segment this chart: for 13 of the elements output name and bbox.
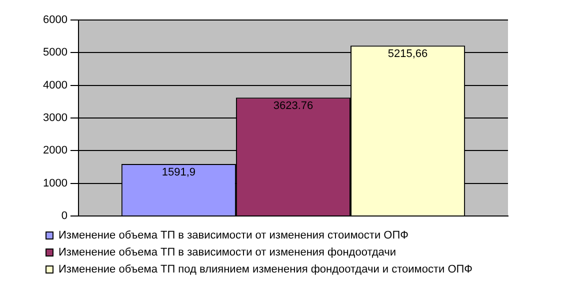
y-tick-label: 3000 [42, 112, 68, 124]
legend-label: Изменение объема ТП под влиянием изменения фондоотдачи и стоимости ОПФ [58, 264, 473, 276]
y-tick-label: 5000 [42, 46, 68, 59]
legend-label: Изменение объема ТП в зависимости от изменения стоимости ОПФ [58, 230, 408, 242]
data-label: 3623.76 [273, 100, 314, 112]
y-tick-label: 1000 [42, 177, 68, 190]
data-label: 1591,9 [162, 166, 196, 179]
y-tick-label: 6000 [42, 14, 68, 26]
y-tick-label: 2000 [42, 144, 68, 157]
y-tick-label: 4000 [42, 79, 68, 92]
data-label: 5215,66 [388, 48, 428, 60]
legend-label: Изменение объема ТП в зависимости от изменения фондоотдачи [58, 246, 396, 259]
y-tick-label: 0 [61, 210, 68, 222]
